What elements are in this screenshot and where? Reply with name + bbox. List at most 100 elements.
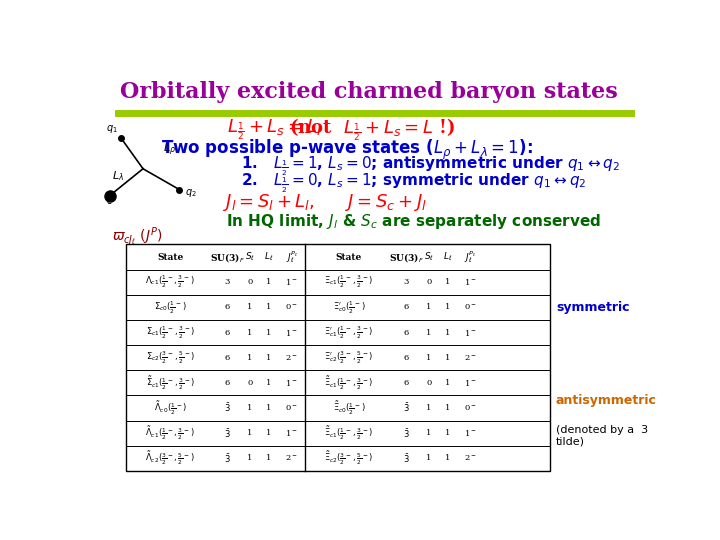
Text: 1: 1	[266, 379, 272, 387]
Text: 1: 1	[248, 303, 253, 312]
Text: $\Xi_{c1}'(\frac{1}{2}^-,\frac{3}{2}^-)$: $\Xi_{c1}'(\frac{1}{2}^-,\frac{3}{2}^-)$	[324, 325, 374, 341]
Text: 1$^-$: 1$^-$	[464, 378, 477, 388]
Text: $\tilde{\Lambda}_{c0}(\frac{1}{2}^-)$: $\tilde{\Lambda}_{c0}(\frac{1}{2}^-)$	[154, 399, 187, 417]
Text: 2.   $L_{\frac{1}{2}}=0$, $L_s=1$; symmetric under $q_1\leftrightarrow q_2$: 2. $L_{\frac{1}{2}}=0$, $L_s=1$; symmetr…	[240, 172, 586, 195]
Text: 6: 6	[225, 379, 230, 387]
Text: 6: 6	[225, 354, 230, 362]
Text: $\bar{3}$: $\bar{3}$	[402, 427, 410, 440]
Text: 1: 1	[248, 429, 253, 437]
Text: 6: 6	[403, 379, 409, 387]
Text: 6: 6	[403, 303, 409, 312]
Text: In HQ limit, $J_l$ & $S_c$ are separately conserved: In HQ limit, $J_l$ & $S_c$ are separatel…	[226, 212, 601, 232]
Text: 1: 1	[445, 404, 451, 412]
Text: $\Sigma_{c0}(\frac{1}{2}^-)$: $\Sigma_{c0}(\frac{1}{2}^-)$	[154, 299, 186, 315]
Text: 1$^-$: 1$^-$	[464, 428, 477, 438]
Text: $L_\ell$: $L_\ell$	[264, 251, 274, 264]
Text: $\Xi_{c0}'(\frac{1}{2}^-)$: $\Xi_{c0}'(\frac{1}{2}^-)$	[333, 299, 365, 315]
Text: 1: 1	[266, 455, 272, 462]
Text: $\bar{3}$: $\bar{3}$	[224, 452, 231, 465]
Text: 1$^-$: 1$^-$	[464, 328, 477, 338]
Text: 2$^-$: 2$^-$	[464, 353, 477, 362]
Text: 2$^-$: 2$^-$	[285, 353, 298, 362]
Bar	[126, 245, 550, 471]
Text: State: State	[336, 253, 362, 261]
Text: 2$^-$: 2$^-$	[285, 454, 298, 463]
Text: $c$: $c$	[106, 196, 113, 206]
Text: 1: 1	[426, 455, 431, 462]
Text: 1: 1	[445, 278, 451, 286]
Text: $L_\ell$: $L_\ell$	[443, 251, 452, 264]
Text: 2$^-$: 2$^-$	[464, 454, 477, 463]
Text: 6: 6	[403, 354, 409, 362]
Text: 1: 1	[266, 404, 272, 412]
Text: 0: 0	[426, 379, 431, 387]
Text: 1: 1	[426, 404, 431, 412]
Text: $J_\ell^{P_\ell}$: $J_\ell^{P_\ell}$	[464, 249, 477, 265]
Text: $\Sigma_{c1}(\frac{1}{2}^-,\frac{3}{2}^-)$: $\Sigma_{c1}(\frac{1}{2}^-,\frac{3}{2}^-…	[145, 325, 195, 341]
Text: 1: 1	[445, 328, 451, 336]
Text: $\tilde{\Xi}_{c2}(\frac{3}{2}^-,\frac{5}{2}^-)$: $\tilde{\Xi}_{c2}(\frac{3}{2}^-,\frac{5}…	[324, 450, 374, 467]
Text: $L_\lambda$: $L_\lambda$	[112, 168, 125, 183]
Text: 6: 6	[225, 328, 230, 336]
Text: 6: 6	[225, 303, 230, 312]
Text: 1: 1	[426, 429, 431, 437]
Text: 0$^-$: 0$^-$	[464, 403, 477, 413]
Text: $\bar{3}$: $\bar{3}$	[224, 402, 231, 415]
Text: 3: 3	[225, 278, 230, 286]
Text: $\tilde{\Lambda}_{c1}(\frac{1}{2}^-,\frac{3}{2}^-)$: $\tilde{\Lambda}_{c1}(\frac{1}{2}^-,\fra…	[145, 424, 195, 442]
Text: $\varpi_{cJ_\ell}\ (J^P)$: $\varpi_{cJ_\ell}\ (J^P)$	[112, 225, 163, 247]
Text: 1: 1	[266, 354, 272, 362]
Text: $\tilde{\Xi}_{c1}(\frac{1}{2}^-,\frac{3}{2}^-)$: $\tilde{\Xi}_{c1}(\frac{1}{2}^-,\frac{3}…	[324, 374, 374, 392]
Text: $\bar{3}$: $\bar{3}$	[402, 452, 410, 465]
Text: 1$^-$: 1$^-$	[285, 277, 298, 287]
Text: $S_\ell$: $S_\ell$	[246, 251, 255, 264]
Text: SU(3)$_F$: SU(3)$_F$	[389, 251, 423, 264]
Text: 1: 1	[426, 354, 431, 362]
Text: $\Sigma_{c2}(\frac{3}{2}^-,\frac{5}{2}^-)$: $\Sigma_{c2}(\frac{3}{2}^-,\frac{5}{2}^-…	[145, 349, 195, 366]
Text: $\Xi_{c1}(\frac{1}{2}^-,\frac{3}{2}^-)$: $\Xi_{c1}(\frac{1}{2}^-,\frac{3}{2}^-)$	[324, 274, 374, 291]
Text: Orbitally excited charmed baryon states: Orbitally excited charmed baryon states	[120, 82, 618, 104]
Text: 0: 0	[248, 379, 253, 387]
Text: 1$^-$: 1$^-$	[285, 328, 298, 338]
Text: $\bar{3}$: $\bar{3}$	[224, 427, 231, 440]
Text: Two possible p-wave states ($L_\rho+L_\lambda=1$):: Two possible p-wave states ($L_\rho+L_\l…	[161, 138, 533, 162]
Text: 0$^-$: 0$^-$	[285, 302, 298, 312]
Text: $\bar{3}$: $\bar{3}$	[402, 402, 410, 415]
Text: 1: 1	[426, 328, 431, 336]
Text: 0: 0	[426, 278, 431, 286]
Text: 1: 1	[426, 303, 431, 312]
Text: State: State	[157, 253, 184, 261]
Text: $q_2$: $q_2$	[185, 186, 197, 199]
Text: 0$^-$: 0$^-$	[285, 403, 298, 413]
Text: 1: 1	[445, 429, 451, 437]
Text: $L_\rho$: $L_\rho$	[163, 141, 176, 158]
Text: $\Lambda_{c1}(\frac{1}{2}^-,\frac{3}{2}^-)$: $\Lambda_{c1}(\frac{1}{2}^-,\frac{3}{2}^…	[145, 274, 195, 291]
Text: $S_\ell$: $S_\ell$	[424, 251, 433, 264]
Text: $\tilde{\Xi}_{c0}(\frac{1}{2}^-)$: $\tilde{\Xi}_{c0}(\frac{1}{2}^-)$	[333, 399, 365, 417]
Text: 1: 1	[266, 328, 272, 336]
Text: $J_l=S_l+L_l,$: $J_l=S_l+L_l,$	[222, 192, 315, 213]
Text: $\tilde{\Sigma}_{c1}(\frac{1}{2}^-,\frac{3}{2}^-)$: $\tilde{\Sigma}_{c1}(\frac{1}{2}^-,\frac…	[145, 374, 195, 392]
Text: 1: 1	[266, 303, 272, 312]
Text: 1: 1	[248, 404, 253, 412]
Text: 1: 1	[445, 303, 451, 312]
Text: $\tilde{\Lambda}_{c2}(\frac{3}{2}^-,\frac{5}{2}^-)$: $\tilde{\Lambda}_{c2}(\frac{3}{2}^-,\fra…	[145, 450, 195, 467]
Text: 1$^-$: 1$^-$	[285, 378, 298, 388]
Text: 1.   $L_{\frac{1}{2}}=1$, $L_s=0$; antisymmetric under $q_1\leftrightarrow q_2$: 1. $L_{\frac{1}{2}}=1$, $L_s=0$; antisym…	[240, 155, 620, 178]
Text: symmetric: symmetric	[556, 301, 629, 314]
Text: 1: 1	[445, 455, 451, 462]
Text: 1$^-$: 1$^-$	[285, 428, 298, 438]
Text: 0: 0	[248, 278, 253, 286]
Text: $\tilde{\Xi}_{c1}(\frac{1}{2}^-,\frac{3}{2}^-)$: $\tilde{\Xi}_{c1}(\frac{1}{2}^-,\frac{3}…	[324, 424, 374, 442]
Text: $J_\ell^{P_\ell}$: $J_\ell^{P_\ell}$	[286, 249, 298, 265]
Text: 6: 6	[403, 328, 409, 336]
Text: 1: 1	[248, 354, 253, 362]
Text: 3: 3	[403, 278, 409, 286]
Text: SU(3)$_F$: SU(3)$_F$	[210, 251, 245, 264]
Text: (not  $L_{\frac{1}{2}}+L_s=L$ !): (not $L_{\frac{1}{2}}+L_s=L$ !)	[289, 116, 455, 143]
Text: 1: 1	[445, 354, 451, 362]
Text: $L_{\frac{1}{2}}+L_s=L_l$: $L_{\frac{1}{2}}+L_s=L_l$	[227, 117, 321, 141]
Text: $J=S_c+J_l$: $J=S_c+J_l$	[345, 192, 427, 213]
Text: 1: 1	[266, 429, 272, 437]
Text: $\Xi_{c2}'(\frac{3}{2}^-,\frac{5}{2}^-)$: $\Xi_{c2}'(\frac{3}{2}^-,\frac{5}{2}^-)$	[324, 349, 374, 366]
